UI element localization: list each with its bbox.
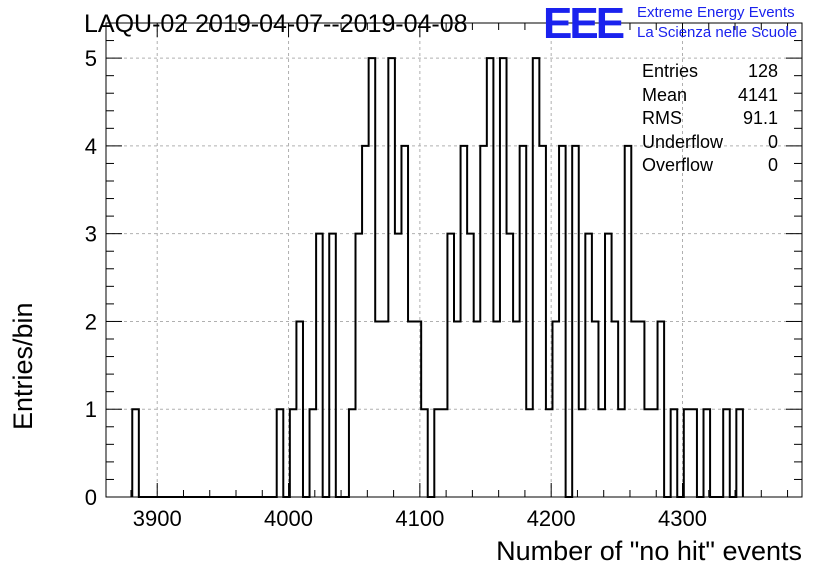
y-axis-label: Entries/bin (8, 302, 38, 430)
stats-label: Mean (642, 84, 688, 105)
eee-logo: EEE (543, 0, 625, 48)
stats-label: Underflow (642, 131, 724, 152)
histogram-bin (579, 409, 586, 497)
stats-value: 0 (767, 155, 778, 175)
y-tick-label: 3 (85, 222, 97, 247)
plot-frame (105, 22, 803, 498)
stats-box: Entries 128 Mean 4141 RMS 91.1 Underflow… (642, 60, 778, 178)
x-tick-label: 4100 (395, 506, 444, 531)
y-tick-label: 0 (85, 485, 97, 510)
stats-row-underflow: Underflow 0 (642, 131, 778, 155)
histogram-bin (644, 409, 651, 497)
stats-value: 0 (767, 131, 778, 152)
x-tick-label: 4300 (658, 506, 707, 531)
histogram-bin (618, 409, 625, 497)
histogram-bin (651, 409, 658, 497)
histogram-bin (441, 409, 448, 497)
histogram-bin (598, 409, 605, 497)
stats-value: 128 (747, 61, 778, 81)
stats-label: Entries (642, 61, 699, 81)
x-tick-label: 4200 (527, 506, 576, 531)
chart-title: LAQU-02 2019-04-07--2019-04-08 (84, 10, 468, 38)
histogram-outline (131, 57, 744, 498)
stats-row-rms: RMS 91.1 (642, 107, 778, 131)
stats-row-overflow: Overflow 0 (642, 154, 778, 178)
stats-value: 91.1 (742, 108, 778, 128)
histogram-bin (526, 409, 533, 497)
x-tick-label: 4000 (264, 506, 313, 531)
stats-value: 4141 (737, 84, 778, 105)
stats-row-entries: Entries 128 (642, 60, 778, 84)
logo-line-1: Extreme Energy Events (637, 4, 795, 21)
stats-label: Overflow (642, 155, 714, 175)
y-tick-label: 1 (85, 397, 97, 422)
logo-line-2: La Scienza nelle Scuole (637, 24, 798, 41)
histogram-bin (395, 234, 402, 497)
stats-label: RMS (642, 108, 682, 128)
x-axis-label: Number of "no hit" events (496, 536, 802, 566)
y-tick-label: 5 (85, 46, 97, 71)
stats-row-mean: Mean 4141 (642, 84, 778, 108)
x-tick-label: 3900 (133, 506, 182, 531)
y-tick-label: 4 (85, 134, 97, 159)
y-tick-label: 2 (85, 309, 97, 334)
